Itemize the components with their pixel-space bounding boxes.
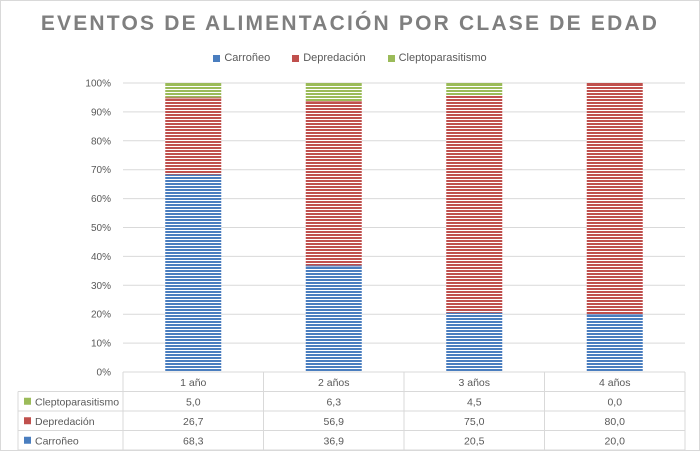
- bar-carroneo-3-anos: [446, 312, 503, 372]
- table-cell: 5,0: [186, 396, 201, 408]
- bar-depredacion-3-anos: [446, 96, 503, 313]
- legend-swatch: [213, 54, 221, 62]
- table-cell: 56,9: [324, 416, 345, 428]
- bar-carroneo-1-ano: [165, 174, 222, 372]
- table-legend-key: [24, 397, 31, 405]
- bar-depredacion-4-anos: [586, 83, 643, 315]
- table-cell: 0,0: [607, 396, 622, 408]
- legend-swatch: [292, 54, 300, 62]
- table-row-label: Carroñeo: [35, 435, 79, 447]
- bar-cleptoparasitismo-3-anos: [446, 83, 503, 97]
- table-cell: 75,0: [464, 416, 485, 428]
- bars: [165, 83, 643, 372]
- bar-carroneo-2-anos: [305, 265, 362, 372]
- y-tick-label: 0%: [97, 368, 112, 379]
- x-category-label: 3 años: [458, 377, 490, 389]
- y-tick-label: 30%: [91, 281, 111, 292]
- chart-title: EVENTOS DE ALIMENTACIÓN POR CLASE DE EDA…: [40, 12, 660, 35]
- table-row-label: Cleptoparasitismo: [35, 396, 119, 408]
- y-tick-label: 100%: [85, 79, 111, 90]
- legend-swatch: [387, 54, 395, 62]
- legend-item-carroneo: Carroñeo: [213, 52, 270, 64]
- table-legend-key: [24, 436, 31, 444]
- y-axis: 0% 10% 20% 30% 40% 50% 60% 70% 80% 90% 100%: [85, 79, 111, 379]
- bar-depredacion-2-anos: [305, 101, 362, 266]
- bar-depredacion-1-ano: [165, 97, 222, 175]
- table-legend-key: [24, 417, 31, 425]
- table-cell: 68,3: [183, 435, 204, 447]
- bar-cleptoparasitismo-1-ano: [165, 83, 222, 98]
- y-tick-label: 50%: [91, 223, 111, 234]
- table-cell: 26,7: [183, 416, 204, 428]
- table-cell: 20,0: [605, 435, 626, 447]
- y-tick-label: 60%: [91, 194, 111, 205]
- bar-carroneo-4-anos: [586, 314, 643, 372]
- legend-item-cleptoparasitismo: Cleptoparasitismo: [387, 52, 487, 64]
- table-cell: 4,5: [467, 396, 482, 408]
- table-cell: 80,0: [605, 416, 626, 428]
- data-table: 1 año 2 años 3 años 4 años Cleptoparasitismo…: [17, 371, 686, 451]
- legend-label: Cleptoparasitismo: [398, 52, 487, 64]
- table-cell: 20,5: [464, 435, 485, 447]
- legend-item-depredacion: Depredación: [292, 52, 366, 64]
- x-category-label: 1 año: [180, 377, 206, 389]
- legend-label: Depredación: [303, 52, 366, 64]
- x-category-label: 4 años: [599, 377, 631, 389]
- y-tick-label: 80%: [91, 136, 111, 147]
- x-category-label: 2 años: [318, 377, 350, 389]
- legend-label: Carroñeo: [224, 52, 271, 64]
- chart-legend: Carroñeo Depredación Cleptoparasitismo: [0, 52, 700, 64]
- table-cell: 36,9: [324, 435, 345, 447]
- y-tick-label: 10%: [91, 339, 111, 350]
- table-row-label: Depredación: [35, 416, 95, 428]
- y-tick-label: 70%: [91, 165, 111, 176]
- bar-cleptoparasitismo-2-anos: [305, 83, 362, 102]
- y-tick-label: 90%: [91, 107, 111, 118]
- y-tick-label: 40%: [91, 252, 111, 263]
- table-cell: 6,3: [326, 396, 341, 408]
- y-tick-label: 20%: [91, 310, 111, 321]
